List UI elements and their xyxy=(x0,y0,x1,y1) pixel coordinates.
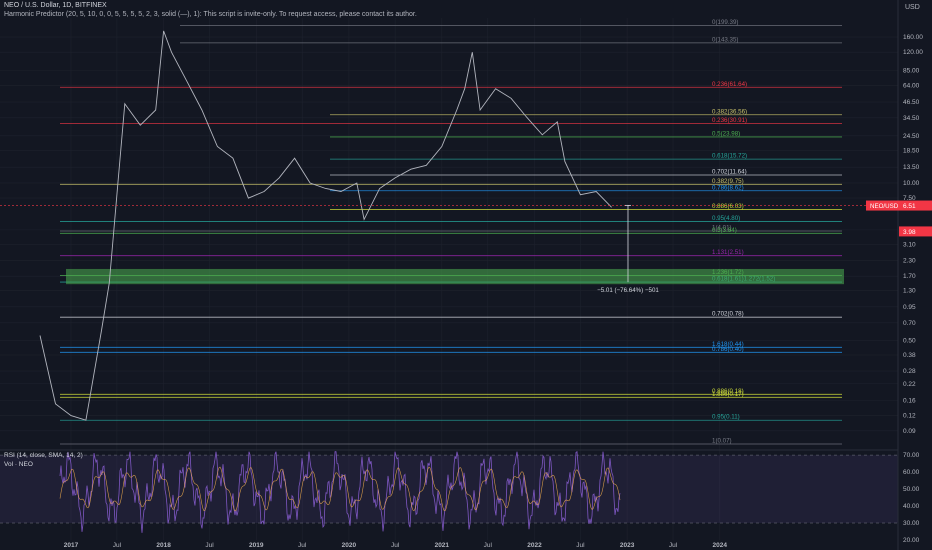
price-tick: 120.00 xyxy=(903,49,923,56)
price-tick: 3.10 xyxy=(903,242,916,249)
vol-title: Vol · NEO xyxy=(4,461,33,468)
rsi-line xyxy=(59,450,621,533)
price-tick: 0.16 xyxy=(903,398,916,405)
time-label: Jul xyxy=(113,542,122,549)
time-label: 2020 xyxy=(342,542,357,549)
time-label: 2018 xyxy=(156,542,171,549)
grid-lines xyxy=(0,18,898,540)
time-label: 2019 xyxy=(249,542,264,549)
time-label: Jul xyxy=(205,542,214,549)
price-line xyxy=(39,30,612,421)
marker-badge-value: 3.98 xyxy=(903,229,916,236)
time-axis[interactable]: 2017 Jul 2018 Jul 2019 Jul 2020 Jul 2021 Jul 2022 J… xyxy=(64,542,728,549)
target-zone-rect xyxy=(66,268,844,285)
price-tick: 46.50 xyxy=(903,99,920,106)
time-label: Jul xyxy=(576,542,585,549)
rsi-tick: 20.00 xyxy=(903,537,920,544)
fib-label: 0.886(6.03) xyxy=(712,203,744,210)
fib-label: 1.886(0.17) xyxy=(712,391,744,398)
indicator-title: Harmonic Predictor (20, 5, 10, 0, 0, 5, … xyxy=(4,11,417,18)
price-tick: 160.00 xyxy=(903,34,923,41)
time-label: 2017 xyxy=(64,542,79,549)
price-tick: 0.28 xyxy=(903,368,916,375)
price-badge-symbol: NEO/USD xyxy=(870,203,899,210)
measure-tool: −5.01 (−76.64%) −501 xyxy=(597,204,659,294)
symbol-title: NEO / U.S. Dollar, 1D, BITFINEX xyxy=(4,2,107,9)
rsi-pane xyxy=(0,449,898,533)
price-tick: 13.50 xyxy=(903,164,920,171)
rsi-title: RSI (14, close, SMA, 14, 2) xyxy=(4,452,83,459)
price-tick: 1.70 xyxy=(903,273,916,280)
price-tick: 18.50 xyxy=(903,148,920,155)
fib-label: 1.618(0.44) xyxy=(712,341,744,348)
rsi-tick: 50.00 xyxy=(903,486,920,493)
time-label: Jul xyxy=(669,542,678,549)
fib-label: 0.95(4.80) xyxy=(712,215,740,222)
fib-label: 0.786(8.62) xyxy=(712,184,744,191)
fib-label: 0.5(23.98) xyxy=(712,130,740,137)
price-tick: 64.00 xyxy=(903,82,920,89)
price-tick: 0.12 xyxy=(903,413,916,420)
fib-label: 0.786(0.40) xyxy=(712,346,744,353)
price-series xyxy=(0,30,898,421)
marker-badge xyxy=(899,226,932,237)
rsi-tick: 60.00 xyxy=(903,469,920,476)
price-badge xyxy=(866,200,932,211)
price-tick: 0.50 xyxy=(903,338,916,345)
time-label: Jul xyxy=(484,542,493,549)
measure-label: −5.01 (−76.64%) −501 xyxy=(597,287,659,294)
fib-levels: 0(199.39) 0(143.35) 0.236(61.64) 0.382(36.5… xyxy=(60,19,842,445)
price-badge-value: 6.51 xyxy=(903,203,916,210)
fib-label: 0.95(0.11) xyxy=(712,414,740,421)
price-tick: 7.50 xyxy=(903,195,916,202)
price-axis[interactable]: 160.00 120.00 85.00 64.00 46.50 34.50 24.50 18.… xyxy=(866,0,932,550)
time-label: 2022 xyxy=(527,542,542,549)
price-tick: 1.30 xyxy=(903,287,916,294)
target-zone xyxy=(66,268,844,285)
fib-label: 0.382(9.75) xyxy=(712,178,744,185)
rsi-ma-line xyxy=(59,466,621,512)
price-tick: 2.30 xyxy=(903,257,916,264)
rsi-tick: 30.00 xyxy=(903,520,920,527)
rsi-tick: 40.00 xyxy=(903,503,920,510)
fib-label: 0.618(15.72) xyxy=(712,153,747,160)
fib-label: 1(4.01) xyxy=(712,225,732,232)
time-label: 2024 xyxy=(713,542,728,549)
fib-label: 0(143.35) xyxy=(712,36,739,43)
price-tick: 0.09 xyxy=(903,428,916,435)
price-tick: 85.00 xyxy=(903,67,920,74)
time-label: 2021 xyxy=(435,542,450,549)
fib-label: 1(0.07) xyxy=(712,438,732,445)
price-tick: 0.38 xyxy=(903,352,916,359)
price-tick: 0.95 xyxy=(903,304,916,311)
rsi-band xyxy=(0,455,898,524)
fib-label: 0.702(11.64) xyxy=(712,168,747,175)
fib-label: 0.236(30.91) xyxy=(712,117,747,124)
time-label: Jul xyxy=(391,542,400,549)
fib-label: 0.236(61.64) xyxy=(712,81,747,88)
time-label: Jul xyxy=(298,542,307,549)
fib-label: 0.5(3.84) xyxy=(712,227,737,234)
price-tick: 34.50 xyxy=(903,115,920,122)
fib-label: 0.702(0.78) xyxy=(712,311,744,318)
currency-label: USD xyxy=(905,4,920,11)
price-tick: 10.00 xyxy=(903,180,920,187)
time-label: 2023 xyxy=(620,542,635,549)
fib-label: 1.131(2.51) xyxy=(712,249,744,256)
rsi-tick: 70.00 xyxy=(903,452,920,459)
fib-label: 0.382(36.56) xyxy=(712,108,747,115)
fib-label: 0.886(0.18) xyxy=(712,388,744,395)
price-tick: 0.70 xyxy=(903,320,916,327)
price-tick: 24.50 xyxy=(903,133,920,140)
fib-label: 0(199.39) xyxy=(712,19,739,26)
price-tick: 0.22 xyxy=(903,381,916,388)
